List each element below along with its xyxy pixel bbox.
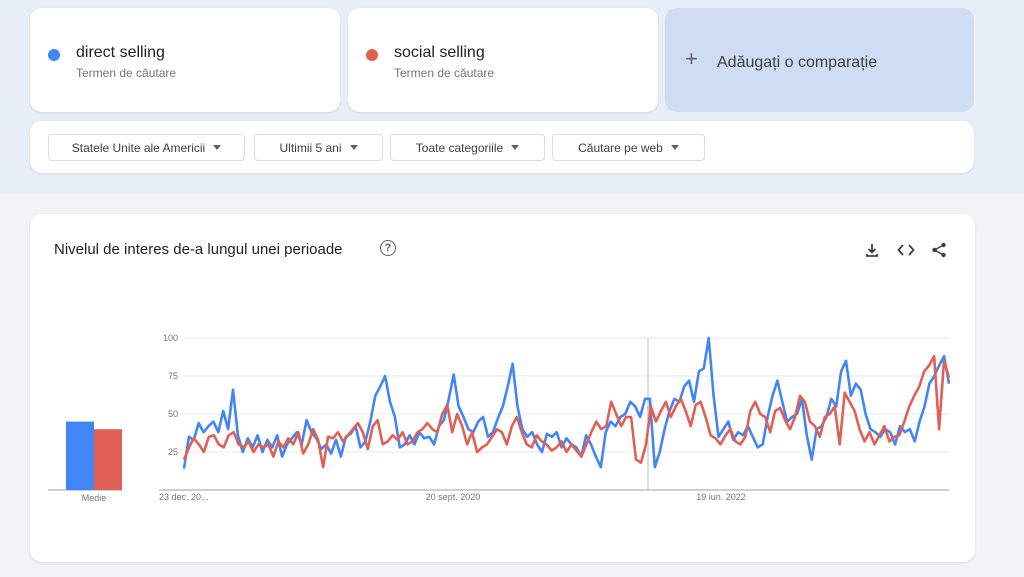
filters-bar: Statele Unite ale Americii Ultimii 5 ani… bbox=[30, 121, 974, 173]
term-subtitle: Termen de căutare bbox=[76, 66, 177, 80]
y-tick-label: 75 bbox=[168, 371, 178, 381]
category-filter[interactable]: Toate categoriile bbox=[390, 134, 545, 161]
search-type-filter-label: Căutare pe web bbox=[578, 140, 663, 155]
region-filter-label: Statele Unite ale Americii bbox=[71, 140, 206, 155]
y-tick-label: 25 bbox=[168, 447, 178, 457]
average-bar-direct-selling bbox=[66, 421, 94, 490]
time-filter[interactable]: Ultimii 5 ani bbox=[254, 134, 383, 161]
chevron-down-icon bbox=[213, 145, 222, 150]
y-tick-label: 100 bbox=[163, 333, 178, 343]
download-icon[interactable] bbox=[862, 240, 882, 260]
add-comparison-button[interactable]: + Adăugați o comparație bbox=[665, 8, 974, 112]
series-color-dot bbox=[48, 49, 60, 61]
interest-over-time-card: Nivelul de interes de-a lungul unei peri… bbox=[30, 214, 975, 562]
x-tick-label: 23 dec. 20... bbox=[159, 492, 209, 502]
search-term-card-social-selling[interactable]: social selling Termen de căutare bbox=[348, 8, 658, 112]
help-icon[interactable]: ? bbox=[380, 240, 396, 256]
chevron-down-icon bbox=[511, 145, 520, 150]
term-name[interactable]: direct selling bbox=[76, 44, 165, 61]
time-filter-label: Ultimii 5 ani bbox=[279, 140, 342, 155]
category-filter-label: Toate categoriile bbox=[415, 140, 504, 155]
term-name[interactable]: social selling bbox=[394, 44, 485, 61]
average-label: Medie bbox=[82, 493, 107, 503]
share-icon[interactable] bbox=[929, 240, 949, 260]
search-type-filter[interactable]: Căutare pe web bbox=[552, 134, 705, 161]
add-comparison-label: Adăugați o comparație bbox=[717, 54, 878, 71]
series-line-social-selling bbox=[182, 354, 951, 469]
x-tick-label: 19 iun. 2022 bbox=[696, 492, 746, 502]
chevron-down-icon bbox=[670, 145, 679, 150]
region-filter[interactable]: Statele Unite ale Americii bbox=[48, 134, 245, 161]
y-tick-label: 50 bbox=[168, 409, 178, 419]
chevron-down-icon bbox=[349, 145, 358, 150]
plus-icon: + bbox=[685, 46, 698, 71]
term-subtitle: Termen de căutare bbox=[394, 66, 495, 80]
series-color-dot bbox=[366, 49, 378, 61]
average-bar-social-selling bbox=[94, 429, 122, 490]
chart-title: Nivelul de interes de-a lungul unei peri… bbox=[54, 241, 343, 258]
x-tick-label: 20 sept. 2020 bbox=[426, 492, 481, 502]
embed-icon[interactable] bbox=[896, 240, 916, 260]
search-term-card-direct-selling[interactable]: direct selling Termen de căutare bbox=[30, 8, 340, 112]
